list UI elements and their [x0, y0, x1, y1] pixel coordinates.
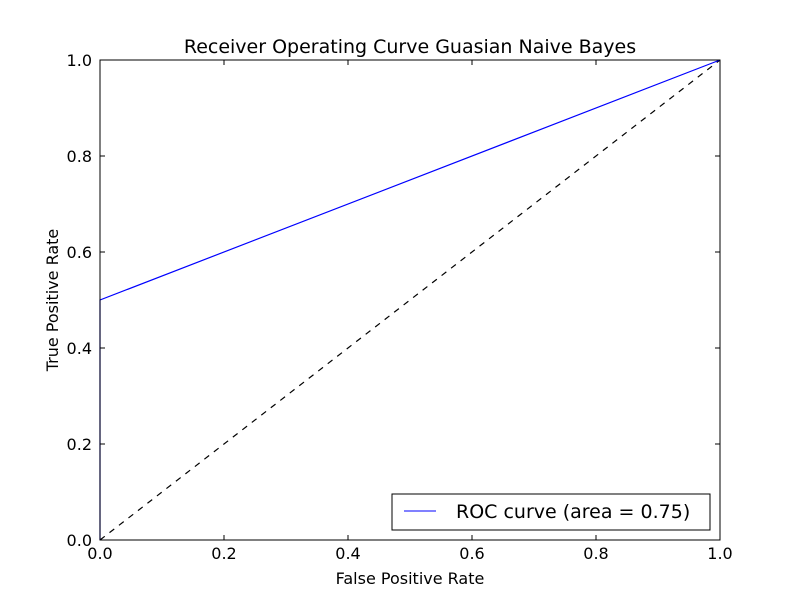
y-tick-label: 0.2 [67, 435, 92, 454]
x-tick-label: 0.0 [87, 544, 112, 563]
x-axis-label: False Positive Rate [336, 569, 485, 588]
y-axis-label: True Positive Rate [43, 229, 62, 373]
chance-diagonal-line [99, 59, 721, 541]
x-tick-label: 0.4 [335, 544, 360, 563]
y-tick-label: 1.0 [67, 51, 92, 70]
chart-title: Receiver Operating Curve Guasian Naive B… [184, 36, 636, 58]
plot-area [99, 59, 721, 541]
x-tick-label: 1.0 [707, 544, 732, 563]
y-tick-label: 0.4 [67, 339, 92, 358]
y-tick-label: 0.0 [67, 531, 92, 550]
legend-label-roc: ROC curve (area = 0.75) [456, 501, 690, 523]
x-tick-label: 0.2 [211, 544, 236, 563]
x-tick-label: 0.8 [583, 544, 608, 563]
roc-curve-line [99, 59, 721, 540]
legend-box [391, 493, 711, 531]
x-tick-label: 0.6 [459, 544, 484, 563]
y-tick-label: 0.8 [67, 147, 92, 166]
y-tick-label: 0.6 [67, 243, 92, 262]
plot-frame [99, 59, 721, 541]
legend: ROC curve (area = 0.75) [391, 493, 711, 531]
axis-ticks: 0.0 0.2 0.4 0.6 0.8 1.0 0.0 0.2 0.4 0.6 0.8 1.0 [67, 51, 733, 563]
